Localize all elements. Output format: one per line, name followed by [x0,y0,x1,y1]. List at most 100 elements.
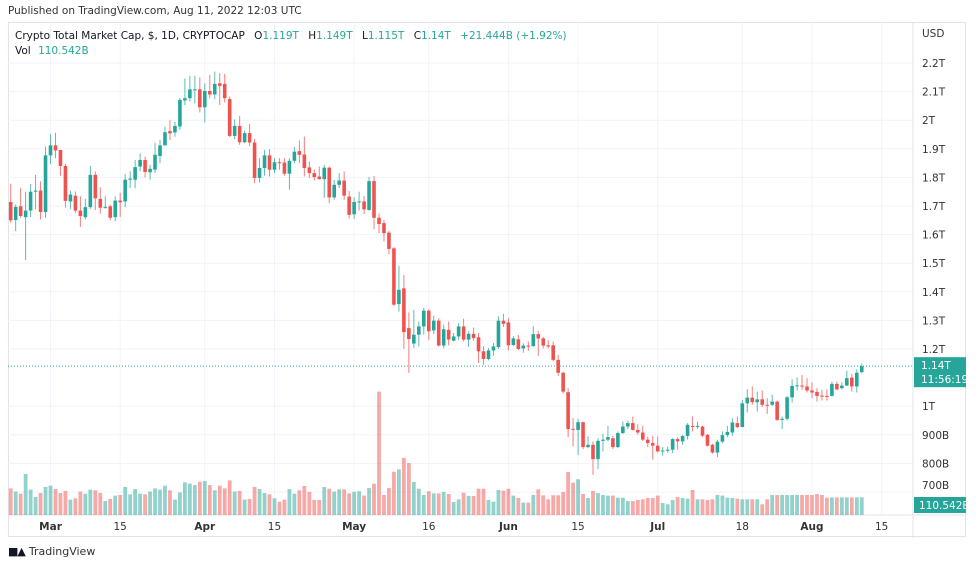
price-tick-label: 1.5T [922,258,946,270]
price-tick-label: 1.7T [922,201,946,213]
candle-body [456,326,461,337]
volume-bar [486,499,491,515]
candle-body [426,310,431,332]
volume-bar [242,499,247,515]
volume-bar [780,494,785,515]
volume-bar [815,494,819,515]
candle-body [163,132,167,146]
candle [815,388,819,402]
volume-bar [481,488,486,515]
last-volume-value: 110.542B [919,500,970,512]
bar-countdown: 11:56:19 [921,374,968,386]
candle [571,418,575,447]
candle-body [461,326,466,340]
candle-body [586,444,590,448]
time-tick-label: 15 [875,521,888,533]
candle [108,204,113,221]
candle [98,187,103,214]
candle [481,346,486,365]
candle-body [73,195,78,211]
candle-body [317,176,322,180]
symbol-title[interactable]: Crypto Total Market Cap, $, 1D, CRYPTOCA… [15,30,245,42]
candle-body [501,320,506,324]
volume-bar [48,485,53,515]
candle [382,220,386,242]
volume-bar [23,473,28,515]
volume-bar [317,499,322,515]
candle-body [183,98,187,101]
candle-body [53,145,58,151]
candle-body [800,385,804,387]
candle [362,195,366,215]
volume-bar [446,494,451,515]
candle [431,315,436,335]
candle [476,332,481,364]
candle [710,443,715,454]
volume-bar [357,491,361,515]
grid-lines [8,23,913,515]
candle-body [745,397,750,404]
candle [800,375,804,390]
candle-body [660,450,665,452]
candle-body [685,424,690,436]
candle-body [790,385,794,398]
volume-bar [516,498,521,515]
candle [267,149,272,177]
candle [227,96,232,138]
volume-bar [591,490,595,515]
volume-label[interactable]: Vol [15,45,31,57]
legend-volume-row: Vol 110.542B [15,44,567,59]
candle [367,176,371,211]
volume-bar [322,486,327,515]
candle [232,119,237,140]
candle-body [581,422,585,448]
volume-bar [108,498,113,515]
price-tick-label: 800B [922,458,949,470]
last-volume-label: 110.542B [914,497,970,513]
candle [53,132,58,159]
candle [536,330,541,356]
volume-bar [790,494,794,515]
candle [68,190,73,209]
candle [407,312,411,374]
volume-bar [521,502,526,515]
price-tick-label: 900B [922,430,949,442]
candle-body [337,180,341,185]
candle-body [297,151,302,155]
time-tick-label: Aug [800,521,823,533]
candle-body [735,423,740,428]
candle [287,158,292,190]
candle [337,173,341,188]
volume-bar [78,491,83,515]
volume-bars [8,391,864,515]
tradingview-logo-icon[interactable]: ■▲ [8,545,26,558]
candle [188,75,192,102]
candle-body [193,89,197,91]
candle-body [108,206,113,218]
volume-bar [680,498,685,515]
candle-body [222,83,227,99]
candle-body [227,99,232,136]
candle-body [277,162,282,164]
volume-bar [820,494,824,515]
candle [506,318,511,351]
volume-bar [456,499,461,515]
volume-bar [546,499,551,515]
candle [606,425,610,442]
volume-bar [33,497,38,515]
candle [740,399,745,428]
volume-bar [222,488,227,515]
candle-body [750,397,755,403]
candle [168,120,172,140]
candle [621,421,625,434]
candle [63,163,68,208]
volume-bar [755,499,760,515]
candle [417,321,421,347]
candle [835,381,839,391]
price-tick-label: 2T [922,115,936,127]
brand-name[interactable]: TradingView [28,545,96,558]
candle-body [720,435,725,442]
candle-body [446,329,451,340]
candle [143,156,147,178]
